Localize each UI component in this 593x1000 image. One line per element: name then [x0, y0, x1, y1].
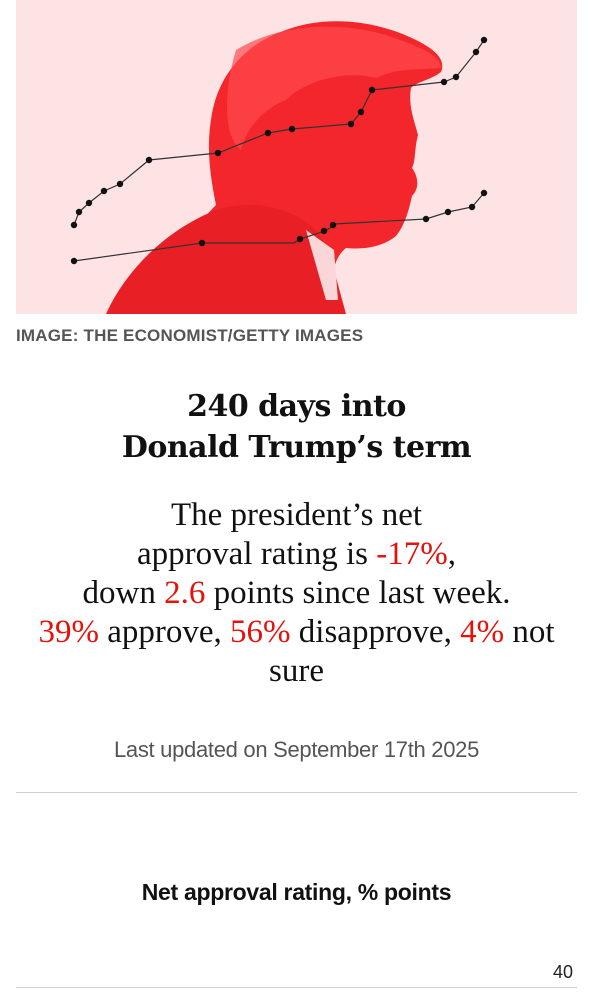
disapprove-label: disapprove,: [290, 614, 461, 650]
upper-trend-line: [70, 36, 488, 229]
chart-gridline: [16, 987, 577, 988]
section-divider: [16, 792, 577, 793]
net-approval-value: -17%: [376, 536, 448, 572]
summary-line-1: The president’s net: [8, 496, 585, 535]
y-axis-tick-label: 40: [552, 962, 573, 982]
approve-label: approve,: [98, 614, 231, 650]
lower-trend-line: [70, 189, 488, 265]
portrait-hair: [226, 26, 441, 150]
weekly-change-value: 2.6: [164, 575, 206, 611]
image-credit: IMAGE: THE ECONOMIST/GETTY IMAGES: [16, 326, 364, 345]
not-sure-value: 4%: [460, 614, 505, 650]
summary-line-2: approval rating is -17%,: [8, 535, 585, 574]
page-headline: 240 days into Donald Trump’s term: [0, 386, 593, 468]
chart-title: Net approval rating, % points: [141, 879, 452, 905]
summary-text: approval rating is: [137, 536, 377, 572]
disapprove-value: 56%: [230, 614, 291, 650]
summary-line-4: 39% approve, 56% disapprove, 4% not sure: [8, 613, 585, 691]
portrait-body: [106, 204, 346, 314]
summary-text: The president’s net: [170, 497, 423, 533]
approval-summary: The president’s net approval rating is -…: [8, 496, 585, 691]
summary-text: ,: [447, 536, 456, 572]
last-updated: Last updated on September 17th 2025: [113, 737, 479, 762]
portrait-shirt: [306, 230, 338, 300]
headline-line-2: Donald Trump’s term: [121, 430, 472, 465]
summary-text: points since last week.: [205, 575, 511, 611]
headline-line-1: 240 days into: [187, 389, 406, 424]
not-sure-label: not sure: [269, 614, 555, 689]
summary-text: down: [82, 575, 165, 611]
hero-image: [16, 0, 577, 314]
portrait-illustration: [70, 21, 488, 314]
approve-value: 39%: [38, 614, 99, 650]
summary-line-3: down 2.6 points since last week.: [8, 574, 585, 613]
